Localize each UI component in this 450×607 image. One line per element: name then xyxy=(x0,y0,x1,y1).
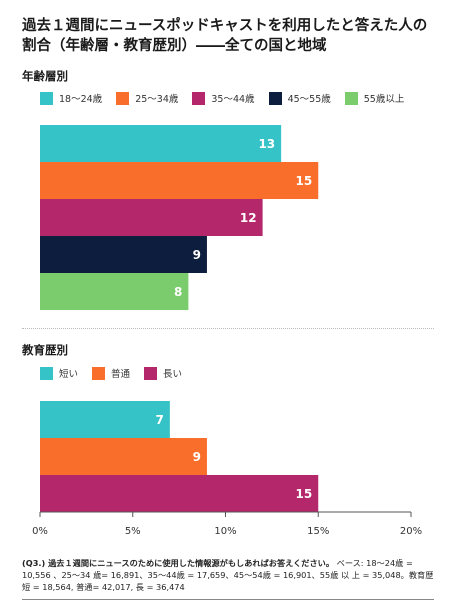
bar xyxy=(40,162,319,199)
x-axis-tick-label: 0% xyxy=(32,526,48,537)
bar xyxy=(40,273,189,310)
legend-swatch xyxy=(40,366,53,380)
section-label-education: 教育歴別 xyxy=(22,343,68,357)
legend-item: 35～44歳 xyxy=(192,91,255,105)
bar xyxy=(40,199,263,236)
footnote-question: (Q3.) 過去１週間にニュースのために使用した情報源がもしあればお答えください… xyxy=(22,558,335,568)
legend-label: 45～55歳 xyxy=(287,94,331,105)
chart-title: 過去１週間にニュースポッドキャストを利用したと答えた人の割合（年齢層・教育歴別）… xyxy=(22,18,428,54)
legend-item: 55歳以上 xyxy=(344,91,405,105)
legend-item: 45～55歳 xyxy=(268,91,331,105)
x-axis-tick-label: 15% xyxy=(307,526,329,537)
legend-swatch xyxy=(268,91,282,105)
bar-value-label: 9 xyxy=(193,450,201,464)
footnote-base: ベース: 18～24歳 = 10,556 、25～34 歳= 16,891、35… xyxy=(22,558,434,592)
bar xyxy=(40,125,282,162)
bar-value-label: 15 xyxy=(296,487,313,501)
bar-value-label: 13 xyxy=(258,137,275,151)
bottom-rule xyxy=(22,599,434,600)
bar xyxy=(40,475,319,512)
bar-chart: 13 15 12 9 8 7 9 15 0% 5% 10% 15% 20% xyxy=(32,125,422,537)
bar-value-label: 7 xyxy=(155,413,163,427)
legend-label: 18～24歳 xyxy=(59,94,103,105)
legend-swatch xyxy=(144,366,158,380)
legend-label: 長い xyxy=(163,369,183,380)
legend-age: 18～24歳 25～34歳 35～44歳 45～55歳 55歳以上 xyxy=(40,91,418,105)
legend-swatch xyxy=(192,91,206,105)
x-axis-tick-label: 20% xyxy=(400,526,422,537)
bar xyxy=(40,236,207,273)
bar-value-label: 9 xyxy=(193,248,201,262)
section-label-age: 年齢層別 xyxy=(22,69,68,83)
legend-swatch xyxy=(344,91,358,105)
bar-value-label: 8 xyxy=(174,285,182,299)
legend-education: 短い 普通 長い xyxy=(40,366,196,380)
footnote: (Q3.) 過去１週間にニュースのために使用した情報源がもしあればお答えください… xyxy=(22,557,434,593)
legend-swatch xyxy=(116,91,130,105)
legend-swatch xyxy=(40,91,53,105)
bar-value-label: 15 xyxy=(296,174,313,188)
legend-item: 短い xyxy=(40,366,78,380)
x-axis-tick-label: 10% xyxy=(214,526,236,537)
legend-label: 25～34歳 xyxy=(135,94,179,105)
bar xyxy=(40,401,170,438)
bar xyxy=(40,438,207,475)
legend-label: 短い xyxy=(59,369,79,380)
bar-value-label: 12 xyxy=(240,211,257,225)
legend-item: 18～24歳 xyxy=(40,91,102,105)
legend-label: 55歳以上 xyxy=(363,94,405,105)
legend-item: 長い xyxy=(144,366,182,380)
legend-label: 35～44歳 xyxy=(211,94,255,105)
legend-swatch xyxy=(92,366,106,380)
section-divider xyxy=(22,328,434,329)
legend-item: 25～34歳 xyxy=(116,91,178,105)
legend-item: 普通 xyxy=(92,366,130,380)
legend-label: 普通 xyxy=(111,369,131,380)
x-axis-tick-label: 5% xyxy=(125,526,141,537)
